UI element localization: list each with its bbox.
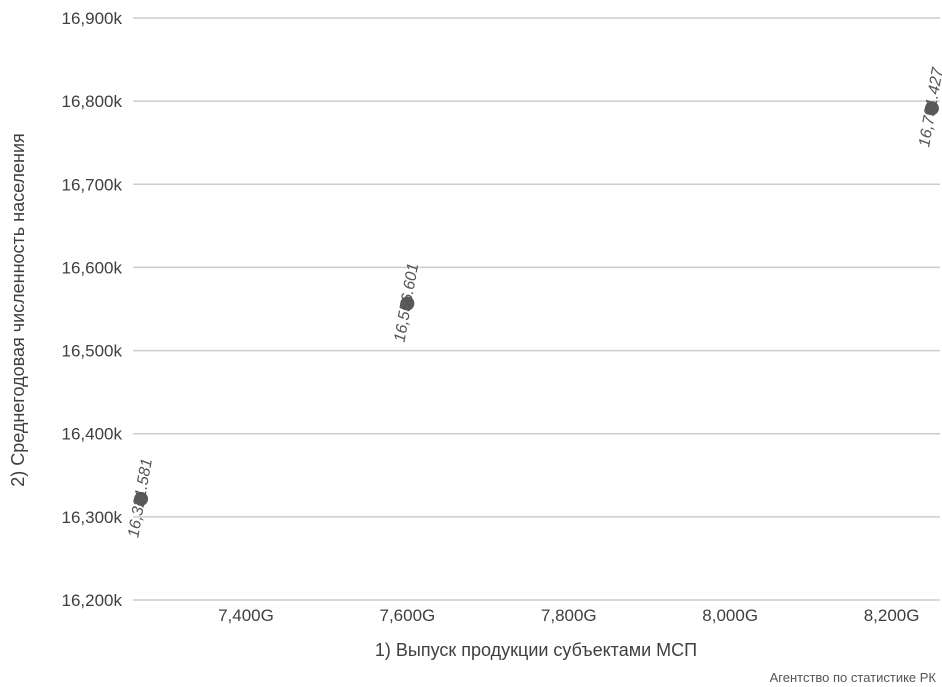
x-tick-label: 8,200G bbox=[864, 606, 920, 625]
source-note: Агентство по статистике РК bbox=[770, 670, 937, 685]
x-tick-label: 7,800G bbox=[541, 606, 597, 625]
data-label: 16,556.601 bbox=[392, 262, 423, 344]
y-tick-label: 16,400k bbox=[62, 425, 123, 444]
x-tick-label: 7,600G bbox=[379, 606, 435, 625]
y-tick-label: 16,300k bbox=[62, 508, 123, 527]
y-tick-label: 16,700k bbox=[62, 175, 123, 194]
data-label: 16,791.427 bbox=[916, 65, 942, 148]
y-tick-label: 16,900k bbox=[62, 9, 123, 28]
y-tick-label: 16,200k bbox=[62, 591, 123, 610]
data-label: 16,321.581 bbox=[125, 457, 156, 539]
data-point bbox=[134, 491, 149, 506]
x-tick-label: 7,400G bbox=[218, 606, 274, 625]
y-tick-label: 16,600k bbox=[62, 258, 123, 277]
x-tick-label: 8,000G bbox=[702, 606, 758, 625]
y-axis-ticks: 16,200k 16,300k 16,400k 16,500k 16,600k 16,70… bbox=[62, 9, 123, 610]
y-tick-label: 16,500k bbox=[62, 342, 123, 361]
y-axis-title: 2) Среднегодовая численность населения bbox=[8, 133, 28, 487]
gridlines bbox=[133, 17, 940, 601]
data-point bbox=[924, 101, 939, 116]
data-point bbox=[400, 296, 415, 311]
data-points bbox=[134, 101, 939, 506]
x-axis-ticks: 7,400G 7,600G 7,800G 8,000G 8,200G bbox=[218, 606, 919, 625]
data-labels: 16,321.581 16,556.601 16,791.427 bbox=[125, 65, 942, 539]
x-axis-title: 1) Выпуск продукции субъектами МСП bbox=[375, 640, 697, 660]
y-tick-label: 16,800k bbox=[62, 92, 123, 111]
